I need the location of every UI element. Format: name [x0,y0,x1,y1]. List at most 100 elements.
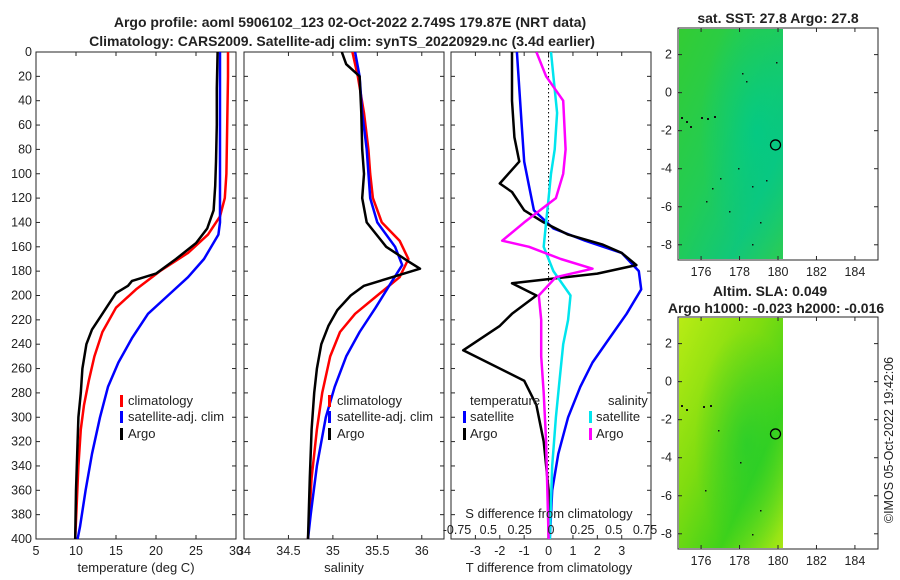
salinity-x-label: salinity [324,560,364,575]
x-tick-label: 3 [618,544,625,558]
s-difference-tick-label: 0.5 [605,523,622,537]
s-difference-axis-title: S difference from climatology [465,506,633,521]
difference-panel: -3 -2 -1 0 1 2 3 temperature salinity satellit… [443,51,657,575]
figure-title-line1: Argo profile: aoml 5906102_123 02-Oct-20… [114,14,586,30]
legend-swatch-satellite [120,411,123,423]
sst-map-title: sat. SST: 27.8 Argo: 27.8 [697,10,859,26]
depth-tick-label: 320 [11,435,32,449]
legend-argo-label: Argo [337,426,364,441]
legend-swatch-satellite [328,411,331,423]
legend-climatology-label: climatology [128,393,194,408]
x-tick-label: 34 [237,544,251,558]
depth-tick-label: 140 [11,215,32,229]
longitude-tick-label: 180 [768,265,789,279]
x-tick-label: 15 [109,544,123,558]
sla-map-panel: Altim. SLA: 0.049 Argo h1000: -0.023 h20… [661,283,884,568]
longitude-tick-label: 184 [844,554,865,568]
x-tick-label: 35 [326,544,340,558]
sst-map-panel: sat. SST: 27.8 Argo: 27.8 2 0 -2 -4 -6 -8 176… [661,10,879,279]
legend-swatch-argo [328,428,331,440]
latitude-tick-label: -4 [661,451,672,465]
x-tick-label: -3 [470,544,481,558]
legend-salinity-satellite-label: satellite [596,409,640,424]
legend-temperature-title: temperature [470,393,540,408]
legend-swatch-temperature-argo [463,428,466,440]
x-tick-label: 35.5 [365,544,389,558]
t-difference-x-label: T difference from climatology [466,560,633,575]
legend-salinity-argo-label: Argo [596,426,623,441]
salinity-climatology-line [306,52,410,539]
depth-tick-label: 360 [11,483,32,497]
temperature-satellite-diff-line [515,52,643,539]
legend-swatch-climatology [120,395,123,407]
temperature-climatology-line [73,52,230,539]
difference-legend: temperature salinity satellite Argo sate… [463,393,648,441]
depth-tick-label: 260 [11,362,32,376]
x-tick-label: 30 [229,544,243,558]
depth-tick-label: 120 [11,191,32,205]
x-tick-label: 2 [594,544,601,558]
legend-swatch-salinity-satellite [589,411,592,423]
depth-tick-label: 340 [11,459,32,473]
x-tick-label: 5 [33,544,40,558]
depth-tick-label: 180 [11,264,32,278]
latitude-tick-label: -2 [661,413,672,427]
temperature-panel: 0 20 40 60 80 100 120 140 160 180 200 220 240 260 280 3… [11,45,243,575]
sla-argo-position-marker [769,428,782,440]
legend-satellite-label: satellite-adj. clim [337,409,433,424]
temperature-legend: climatology satellite-adj. clim Argo [120,393,224,441]
temperature-x-label: temperature (deg C) [77,560,194,575]
x-tick-label: -2 [494,544,505,558]
sst-speckles [681,62,778,246]
latitude-tick-label: -8 [661,527,672,541]
x-tick-label: 1 [569,544,576,558]
legend-salinity-title: salinity [608,393,648,408]
s-difference-tick-label: 0.5 [480,523,497,537]
sla-map-title: Altim. SLA: 0.049 [713,283,828,299]
temperature-satellite-line [76,52,222,539]
salinity-argo-line [306,52,422,539]
latitude-tick-label: 0 [665,375,672,389]
sla-field-low-patch [679,318,783,548]
latitude-tick-label: -6 [661,200,672,214]
legend-swatch-climatology [328,395,331,407]
x-tick-label: 25 [189,544,203,558]
s-difference-tick-label: 0.75 [633,523,657,537]
longitude-tick-label: 180 [768,554,789,568]
latitude-tick-label: 0 [665,86,672,100]
temperature-argo-line [73,52,219,539]
legend-temperature-satellite-label: satellite [470,409,514,424]
temperature-argo-diff-line [461,52,638,539]
s-difference-tick-label: -0.75 [443,523,472,537]
legend-swatch-argo [120,428,123,440]
latitude-tick-label: -2 [661,124,672,138]
legend-temperature-argo-label: Argo [470,426,497,441]
depth-tick-label: 300 [11,410,32,424]
salinity-legend: climatology satellite-adj. clim Argo [328,393,433,441]
longitude-tick-label: 182 [806,265,827,279]
longitude-tick-label: 178 [729,265,750,279]
x-tick-label: 10 [69,544,83,558]
longitude-tick-label: 182 [806,554,827,568]
latitude-tick-label: -6 [661,489,672,503]
depth-tick-label: 160 [11,240,32,254]
longitude-tick-label: 176 [691,554,712,568]
salinity-argo-diff-line [500,52,594,539]
salinity-satellite-line [306,52,404,539]
depth-tick-label: 400 [11,532,32,546]
x-tick-label: 34.5 [276,544,300,558]
salinity-satellite-diff-line [542,52,572,539]
sla-map-subtitle: Argo h1000: -0.023 h2000: -0.016 [668,300,885,316]
longitude-tick-label: 184 [844,265,865,279]
legend-swatch-salinity-argo [589,428,592,440]
s-difference-tick-label: 0.25 [570,523,594,537]
longitude-tick-label: 178 [729,554,750,568]
latitude-tick-label: 2 [665,48,672,62]
depth-tick-label: 20 [18,69,32,83]
depth-tick-label: 60 [18,118,32,132]
depth-tick-label: 220 [11,313,32,327]
sst-argo-position-marker [769,139,782,151]
depth-tick-label: 100 [11,167,32,181]
latitude-tick-label: -4 [661,162,672,176]
